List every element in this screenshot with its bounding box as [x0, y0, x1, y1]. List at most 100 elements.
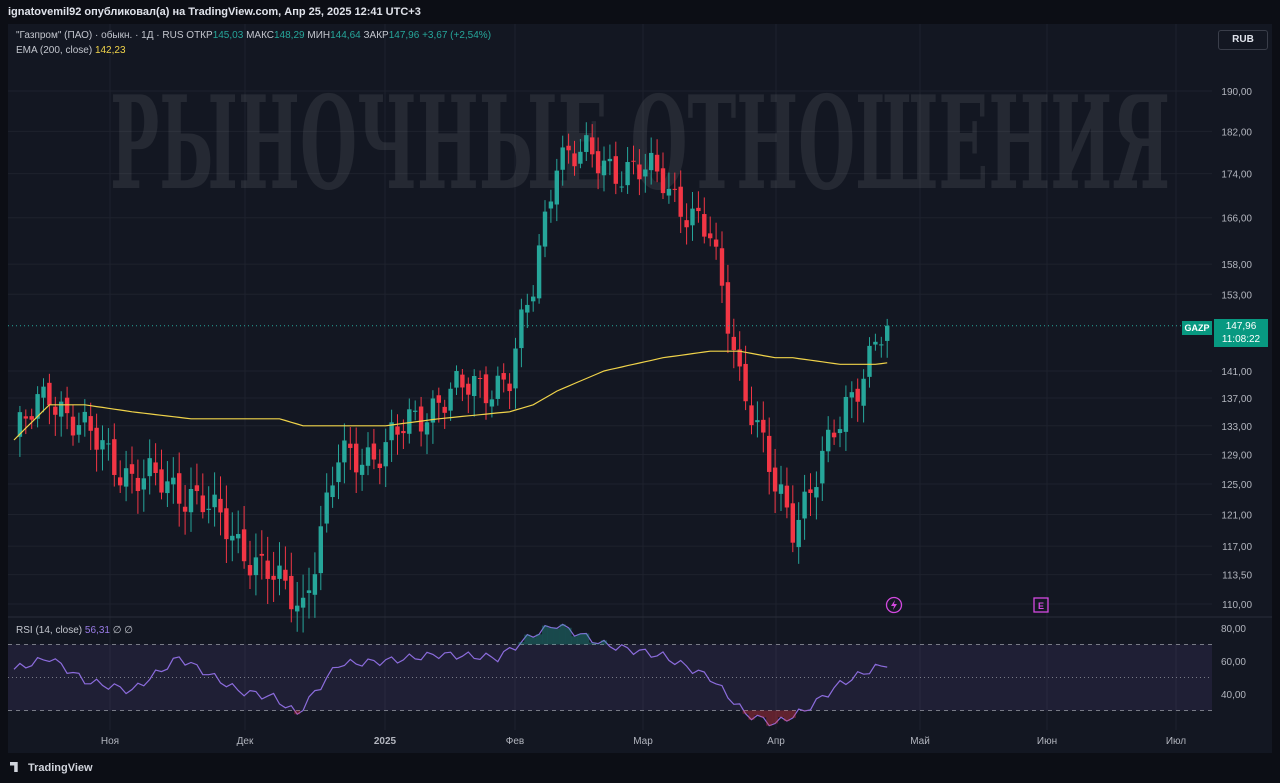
candle-body	[41, 386, 46, 398]
candle-body	[424, 422, 430, 435]
candle-body	[123, 468, 129, 487]
candle-body	[106, 443, 111, 445]
price-tick-label: 110,00	[1222, 600, 1252, 611]
rsi-overbought-fill	[524, 634, 531, 645]
high-label: МАКС	[246, 30, 274, 41]
symbol-legend: "Газпром" (ПАО) · обыкн. · 1Д · RUS ОТКР…	[16, 30, 491, 41]
watermark-text: РЫНОЧНЫЕ ОТНОШЕНИЯ	[110, 69, 1170, 219]
rsi-oversold-fill	[760, 710, 767, 718]
rsi-overbought-fill	[571, 636, 578, 645]
candle-body	[572, 153, 577, 167]
candle-body	[873, 341, 878, 345]
candle-body	[483, 374, 489, 404]
candle-body	[749, 405, 754, 426]
candle-body	[660, 168, 666, 194]
candle-body	[684, 220, 689, 228]
candle-body	[76, 425, 82, 435]
time-tick-label: Июн	[1037, 736, 1057, 747]
currency-button[interactable]: RUB	[1218, 30, 1268, 50]
rsi-tick-label: 60,00	[1221, 657, 1246, 668]
low-value: 144,64	[330, 30, 361, 41]
open-value: 145,03	[212, 30, 244, 41]
candle-body	[94, 427, 99, 450]
candle-body	[147, 458, 152, 477]
candle-body	[731, 336, 736, 351]
lightning-bolt	[891, 600, 897, 610]
rsi-oversold-fill	[801, 710, 808, 712]
brand-name: TradingView	[28, 762, 93, 774]
symbol-name[interactable]: "Газпром" (ПАО) · обыкн. · 1Д · RUS	[16, 30, 184, 41]
candle-body	[507, 383, 512, 392]
candle-body	[265, 560, 270, 579]
tradingview-logo[interactable]: TradingView	[10, 762, 93, 774]
candle-body	[112, 439, 117, 475]
rsi-value: 56,31	[84, 625, 110, 636]
rsi-legend[interactable]: RSI (14, close) 56,31 ∅ ∅	[16, 625, 133, 636]
candle-body	[654, 154, 660, 172]
earnings-letter: E	[1038, 601, 1044, 611]
ema-legend[interactable]: EMA (200, close) 142,23	[16, 45, 126, 56]
rsi-tick-label: 40,00	[1221, 690, 1246, 701]
candle-body	[135, 477, 141, 492]
candle-body	[401, 431, 406, 434]
price-tick-label: 153,00	[1221, 290, 1252, 301]
candle-body	[607, 158, 613, 162]
price-tick-label: 133,00	[1221, 422, 1252, 433]
rsi-oversold-fill	[754, 710, 761, 716]
candle-body	[330, 485, 335, 498]
candle-body	[47, 382, 52, 406]
candle-body	[778, 484, 784, 494]
candle-body	[737, 349, 742, 367]
tradingview-mark-icon	[10, 762, 18, 772]
earnings-e-icon[interactable]	[1033, 597, 1049, 613]
candle-body	[643, 169, 648, 177]
price-tick-label: 190,00	[1221, 87, 1252, 98]
chart-frame[interactable]	[8, 24, 1272, 753]
rsi-overbought-fill	[595, 643, 602, 645]
candle-body	[531, 296, 536, 302]
candle-body	[359, 464, 365, 475]
candle-body	[536, 245, 542, 299]
rsi-tick-label: 80,00	[1221, 624, 1246, 635]
candle-body	[53, 406, 58, 415]
candle-body	[719, 248, 725, 286]
candle-body	[289, 575, 294, 610]
candle-body	[814, 487, 819, 498]
candle-body	[230, 535, 235, 541]
candle-body	[342, 440, 347, 463]
candle-body	[64, 397, 70, 414]
candle-body	[35, 394, 40, 419]
candle-body	[253, 557, 259, 576]
candle-body	[755, 420, 760, 423]
candle-body	[690, 208, 695, 226]
candle-body	[784, 485, 790, 508]
rsi-oversold-fill	[778, 710, 784, 718]
candle-body	[879, 344, 884, 346]
candle-body	[318, 526, 323, 574]
close-label: ЗАКР	[363, 30, 389, 41]
price-tick-label: 121,00	[1221, 511, 1252, 522]
rsi-overbought-fill	[601, 640, 607, 645]
candle-body	[283, 569, 288, 581]
candle-body	[218, 498, 223, 513]
lightning-icon[interactable]	[885, 596, 903, 614]
candle-body	[472, 376, 477, 397]
candle-body	[23, 416, 28, 419]
candle-body	[194, 485, 200, 492]
candle-body	[867, 345, 872, 377]
candle-body	[312, 574, 318, 595]
candle-body	[885, 325, 890, 341]
footer: TradingView	[0, 753, 1280, 783]
price-tick-label: 137,00	[1221, 394, 1252, 405]
candle-body	[59, 401, 64, 417]
rsi-oversold-fill	[742, 710, 749, 714]
candle-body	[371, 443, 377, 460]
candle-body	[17, 412, 23, 437]
rsi-overbought-fill	[553, 628, 560, 645]
time-tick-label: Апр	[767, 736, 785, 747]
candle-body	[165, 481, 170, 494]
candle-body	[129, 464, 135, 474]
candle-body	[395, 426, 400, 435]
candle-body	[855, 388, 860, 402]
